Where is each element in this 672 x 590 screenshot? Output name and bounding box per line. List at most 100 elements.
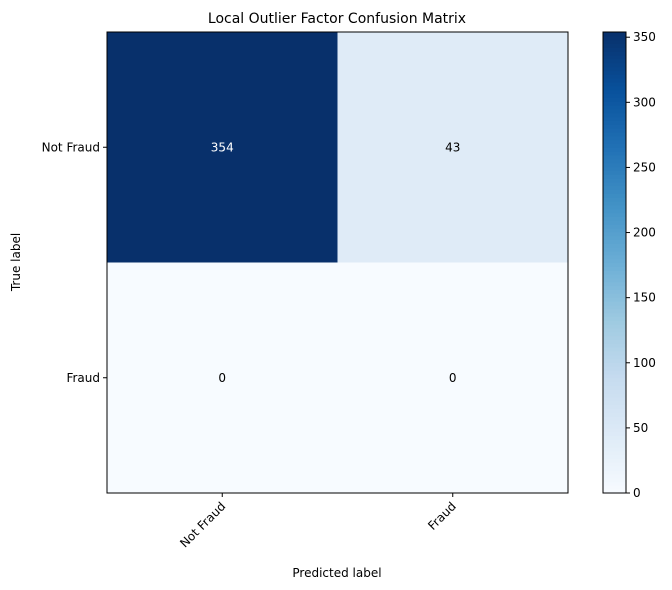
colorbar-segment [603,377,626,383]
colorbar-segment [603,412,626,417]
colorbar-segment [603,93,626,98]
colorbar-segment [603,277,626,283]
colorbar-segment [603,300,626,306]
colorbar-segment [603,212,626,217]
colorbar-segment [603,343,626,348]
colorbar-segment [603,312,626,317]
colorbar-segment [603,327,626,333]
colorbar-segment [603,147,626,152]
colorbar-segment [603,47,626,52]
colorbar-segment [603,281,626,287]
colorbar-segment [603,308,626,314]
colorbar-segment [603,204,626,210]
colorbar-segment [603,208,626,214]
colorbar-segment [603,189,626,194]
colorbar-segment [603,450,626,456]
colorbar-segment [603,347,626,352]
colorbar-segment [603,454,626,460]
colorbar-segment [603,197,626,202]
colorbar-segment [603,131,626,137]
colorbar-segment [603,266,626,271]
colorbar-segment [603,289,626,294]
colorbar-segment [603,373,626,379]
colorbar-segment [603,174,626,179]
heatmap-cell [107,262,338,493]
colorbar-segment [603,55,626,60]
y-axis-label: True label [9,233,23,292]
colorbar-segment [603,489,626,494]
colorbar-segment [603,112,626,118]
colorbar-tick-label: 0 [633,486,641,500]
colorbar-segment [603,70,626,75]
colorbar-segment [603,135,626,141]
colorbar-segment [603,370,626,375]
colorbar-segment [603,262,626,267]
colorbar-segment [603,51,626,56]
colorbar-segment [603,201,626,206]
colorbar-segment [603,435,626,440]
colorbar-segment [603,293,626,298]
colorbar-segment [603,216,626,221]
colorbar-segment [603,466,626,471]
colorbar-segment [603,400,626,406]
colorbar-segment [603,124,626,129]
colorbar-segment [603,35,626,41]
colorbar-segment [603,128,626,133]
colorbar-segment [603,366,626,371]
colorbar-segment [603,335,626,340]
colorbar-segment [603,143,626,148]
colorbar-segment [603,58,626,64]
colorbar-segment [603,385,626,390]
colorbar-segment [603,108,626,114]
colorbar-segment [603,97,626,102]
colorbar-segment [603,158,626,164]
colorbar-segment [603,339,626,344]
heatmap-cell [337,262,568,493]
colorbar-segment [603,193,626,198]
colorbar-segment [603,331,626,337]
colorbar-segment [603,120,626,125]
colorbar-segment [603,89,626,95]
colorbar-tick-label: 150 [633,291,656,305]
colorbar-segment [603,439,626,444]
colorbar-segment [603,116,626,121]
colorbar-segment [603,427,626,433]
colorbar-segment [603,270,626,275]
colorbar-segment [603,481,626,486]
chart-title: Local Outlier Factor Confusion Matrix [208,11,466,27]
colorbar-segment [603,239,626,244]
colorbar-segment [603,431,626,436]
colorbar-segment [603,254,626,260]
colorbar-segment [603,181,626,187]
x-axis-ticks: Not Fraud Fraud [177,493,459,550]
colorbar-segment [603,446,626,452]
colorbar-segment [603,458,626,463]
colorbar: 0 50 100 150 200 250 300 350 [602,30,656,500]
colorbar-segment [603,469,626,475]
colorbar-segment [603,62,626,68]
colorbar-segment [603,354,626,360]
y-tick-label: Fraud [66,371,100,385]
cell-value-label: 354 [211,140,234,154]
y-tick-label: Not Fraud [42,140,100,154]
colorbar-segment [603,258,626,264]
colorbar-segment [603,166,626,171]
colorbar-segment [603,220,626,225]
colorbar-segment [603,320,626,325]
colorbar-segment [603,396,626,402]
colorbar-segment [603,285,626,290]
colorbar-segment [603,393,626,398]
colorbar-segment [603,235,626,241]
cell-value-label: 43 [445,140,460,154]
colorbar-segment [603,350,626,356]
x-axis-label: Predicted label [292,566,381,580]
colorbar-tick-label: 250 [633,160,656,174]
colorbar-segment [603,32,626,37]
colorbar-segment [603,443,626,448]
colorbar-segment [603,101,626,106]
colorbar-segment [603,104,626,110]
colorbar-segment [603,43,626,48]
x-tick-label: Not Fraud [177,499,228,550]
colorbar-segment [603,304,626,310]
colorbar-segment [603,66,626,72]
